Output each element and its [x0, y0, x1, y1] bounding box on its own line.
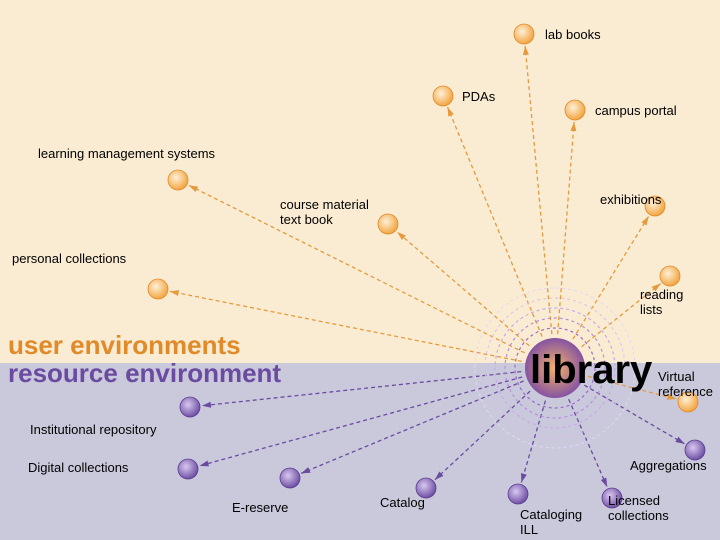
- heading-resource-environment: resource environment: [8, 358, 281, 389]
- node-label-aggregations: Aggregations: [630, 458, 707, 473]
- node-label-reading-lists: readinglists: [640, 288, 720, 318]
- node-label-personal-coll: personal collections: [12, 251, 126, 266]
- node-label-campus-portal: campus portal: [595, 103, 677, 118]
- node-label-virtual-ref: Virtualreference: [658, 370, 720, 400]
- node-label-licensed-coll: Licensedcollections: [608, 494, 708, 524]
- diagram-stage: user environments resource environment l…: [0, 0, 720, 540]
- node-label-exhibitions: exhibitions: [600, 192, 661, 207]
- node-label-course-material: course materialtext book: [280, 198, 400, 228]
- node-label-catalog: Catalog: [380, 495, 425, 510]
- node-label-inst-repo: Institutional repository: [30, 422, 156, 437]
- node-label-digital-coll: Digital collections: [28, 460, 128, 475]
- hub-label-library: library: [530, 348, 652, 393]
- node-label-lms: learning management systems: [38, 146, 215, 161]
- heading-user-environments: user environments: [8, 330, 241, 361]
- node-label-e-reserve: E-reserve: [232, 500, 288, 515]
- node-label-cataloging-ill: CatalogingILL: [520, 508, 610, 538]
- node-label-pdas: PDAs: [462, 89, 495, 104]
- background-top: [0, 0, 720, 363]
- node-label-lab-books: lab books: [545, 27, 601, 42]
